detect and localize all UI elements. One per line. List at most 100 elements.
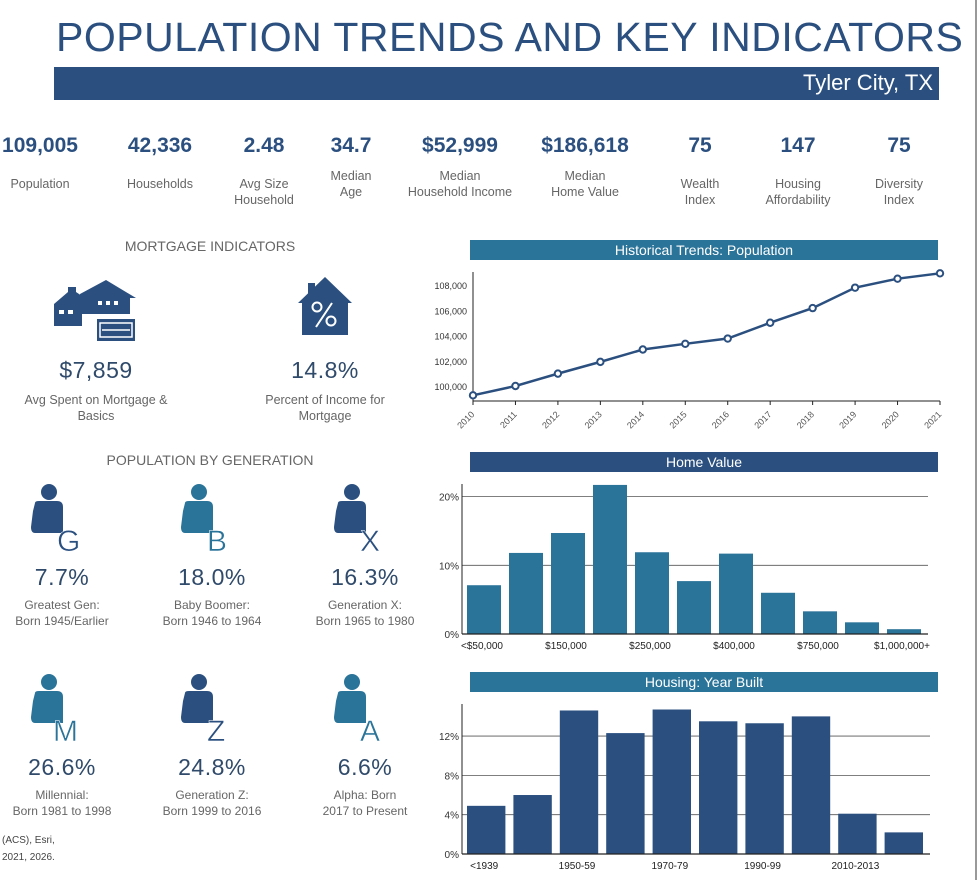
person-a-icon: A bbox=[334, 674, 380, 748]
x-tick-label: 2019 bbox=[837, 409, 858, 430]
person-m-icon: M bbox=[31, 674, 78, 748]
data-point bbox=[638, 345, 648, 354]
kpi-item: $186,618 Median Home Value bbox=[530, 134, 640, 200]
kpi-item: 75 Diversity Index bbox=[844, 134, 954, 208]
generation-item: B 18.0% Baby Boomer: Born 1946 to 1964 bbox=[142, 483, 282, 629]
y-tick-label: 108,000 bbox=[434, 281, 467, 291]
kpi-item: 109,005 Population bbox=[0, 134, 95, 192]
person-g-icon: G bbox=[31, 484, 81, 558]
x-tick-label: 2017 bbox=[752, 409, 773, 430]
data-point bbox=[511, 381, 520, 391]
home-value-bar bbox=[761, 592, 795, 634]
year-built-bar bbox=[791, 716, 831, 854]
x-tick-label: 2015 bbox=[667, 409, 688, 430]
x-tick-label: 1970-79 bbox=[651, 861, 688, 872]
kpi-item: 2.48 Avg Size Household bbox=[209, 134, 319, 208]
kpi-label: Avg Size Household bbox=[234, 177, 294, 207]
x-tick-label: 2014 bbox=[625, 409, 646, 430]
page-title: POPULATION TRENDS AND KEY INDICATORS bbox=[56, 14, 964, 60]
generation-label: Greatest Gen: Born 1945/Earlier bbox=[15, 598, 109, 628]
kpi-item: 75 Wealth Index bbox=[645, 134, 755, 208]
person-b-icon: B bbox=[181, 484, 227, 558]
location-banner: Tyler City, TX bbox=[54, 67, 939, 100]
kpi-label: Median Home Value bbox=[551, 169, 619, 199]
home-value-chart-title: Home Value bbox=[470, 452, 938, 472]
year-built-bar bbox=[513, 795, 552, 854]
y-tick-label: 0% bbox=[445, 630, 460, 641]
x-tick-label: 2021 bbox=[922, 409, 943, 430]
kpi-item: 42,336 Households bbox=[105, 134, 215, 192]
y-tick-label: 10% bbox=[439, 561, 459, 572]
x-tick-label: $250,000 bbox=[629, 641, 671, 652]
person-x-icon: X bbox=[334, 484, 380, 558]
x-tick-label: 2018 bbox=[795, 409, 816, 430]
kpi-label: Median Household Income bbox=[407, 169, 513, 199]
kpi-value: 75 bbox=[887, 134, 911, 157]
year-built-bar bbox=[745, 723, 784, 854]
generation-percent: 16.3% bbox=[331, 564, 399, 590]
generation-item: A 6.6% Alpha: Born 2017 to Present bbox=[295, 673, 435, 819]
generation-section-title: POPULATION BY GENERATION bbox=[106, 452, 314, 468]
kpi-value: 34.7 bbox=[330, 134, 372, 157]
home-value-bar bbox=[467, 585, 501, 634]
year-built-bar bbox=[838, 813, 877, 854]
data-point bbox=[553, 369, 563, 378]
source-note-line1: (ACS), Esri, bbox=[2, 835, 55, 846]
generation-label: Generation Z: Born 1999 to 2016 bbox=[162, 788, 262, 818]
home-value-bar bbox=[845, 622, 879, 634]
home-value-bar bbox=[803, 611, 837, 634]
kpi-item: $52,999 Median Household Income bbox=[405, 134, 515, 200]
home-value-bar bbox=[719, 553, 753, 634]
home-value-bar bbox=[635, 552, 669, 634]
kpi-label: Households bbox=[126, 177, 193, 191]
kpi-value: $186,618 bbox=[541, 134, 629, 157]
generation-letter: A bbox=[360, 715, 380, 745]
generation-item: Z 24.8% Generation Z: Born 1999 to 2016 bbox=[142, 673, 282, 819]
houses-check-icon bbox=[54, 280, 137, 343]
y-tick-label: 104,000 bbox=[434, 332, 467, 342]
house-percent-icon bbox=[298, 277, 352, 335]
year-built-bar bbox=[699, 721, 738, 854]
generation-letter: Z bbox=[207, 715, 225, 745]
kpi-value: 109,005 bbox=[2, 134, 78, 157]
y-tick-label: 0% bbox=[445, 850, 460, 861]
year-built-chart-title: Housing: Year Built bbox=[470, 672, 938, 692]
generation-item: M 26.6% Millennial: Born 1981 to 1998 bbox=[0, 673, 132, 819]
kpi-item: 34.7 Median Age bbox=[296, 134, 406, 200]
home-value-bar bbox=[551, 533, 585, 634]
x-tick-label: 2011 bbox=[498, 409, 519, 430]
generation-label: Alpha: Born 2017 to Present bbox=[322, 788, 408, 818]
generation-percent: 7.7% bbox=[34, 564, 90, 590]
y-tick-label: 102,000 bbox=[434, 357, 467, 367]
year-built-bar bbox=[606, 733, 645, 854]
mortgage-section-title: MORTGAGE INDICATORS bbox=[124, 238, 296, 254]
x-tick-label: 1990-99 bbox=[744, 861, 781, 872]
x-tick-label: <$50,000 bbox=[461, 641, 503, 652]
data-point bbox=[681, 339, 690, 349]
data-point bbox=[723, 334, 732, 343]
x-tick-label: $750,000 bbox=[797, 641, 839, 652]
generation-letter: G bbox=[57, 525, 80, 555]
y-tick-label: 4% bbox=[445, 811, 460, 822]
generation-percent: 24.8% bbox=[178, 754, 246, 780]
kpi-label: Wealth Index bbox=[680, 177, 720, 207]
kpi-label: Housing Affordability bbox=[765, 177, 831, 207]
data-point bbox=[935, 269, 945, 278]
mortgage-spent-label: Avg Spent on Mortgage & Basics bbox=[24, 393, 168, 423]
kpi-value: 147 bbox=[780, 134, 816, 157]
generation-item: G 7.7% Greatest Gen: Born 1945/Earlier bbox=[0, 483, 132, 629]
mortgage-percent-label: Percent of Income for Mortgage bbox=[265, 393, 385, 423]
person-z-icon: Z bbox=[181, 674, 226, 748]
generation-letter: X bbox=[360, 525, 380, 555]
mortgage-percent-value: 14.8% bbox=[291, 357, 359, 383]
y-tick-label: 106,000 bbox=[434, 306, 467, 316]
x-tick-label: 2016 bbox=[710, 409, 731, 430]
generation-label: Millennial: Born 1981 to 1998 bbox=[12, 788, 112, 818]
x-tick-label: 1950-59 bbox=[559, 861, 596, 872]
x-tick-label: 2010-2013 bbox=[831, 861, 879, 872]
generation-percent: 18.0% bbox=[178, 564, 246, 590]
home-value-bar bbox=[677, 581, 711, 634]
x-tick-label: $1,000,000+ bbox=[874, 641, 930, 652]
x-tick-label: 2012 bbox=[540, 409, 561, 430]
